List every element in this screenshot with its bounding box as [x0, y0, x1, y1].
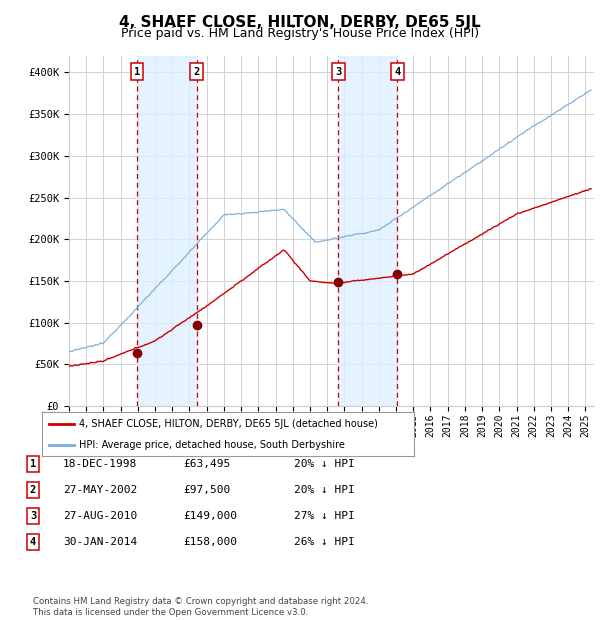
Text: 27-MAY-2002: 27-MAY-2002	[63, 485, 137, 495]
Text: £63,495: £63,495	[183, 459, 230, 469]
Text: Price paid vs. HM Land Registry's House Price Index (HPI): Price paid vs. HM Land Registry's House …	[121, 27, 479, 40]
Text: 20% ↓ HPI: 20% ↓ HPI	[294, 459, 355, 469]
Text: 4: 4	[30, 537, 36, 547]
Text: Contains HM Land Registry data © Crown copyright and database right 2024.
This d: Contains HM Land Registry data © Crown c…	[33, 598, 368, 617]
Text: 2: 2	[30, 485, 36, 495]
Text: 4: 4	[394, 66, 401, 76]
Text: 2: 2	[193, 66, 200, 76]
Text: 27-AUG-2010: 27-AUG-2010	[63, 511, 137, 521]
Text: 3: 3	[30, 511, 36, 521]
Text: 1: 1	[134, 66, 140, 76]
Text: £149,000: £149,000	[183, 511, 237, 521]
Text: 30-JAN-2014: 30-JAN-2014	[63, 537, 137, 547]
Text: 1: 1	[30, 459, 36, 469]
Bar	[338, 56, 397, 406]
Text: 20% ↓ HPI: 20% ↓ HPI	[294, 485, 355, 495]
Bar	[137, 56, 197, 406]
Text: HPI: Average price, detached house, South Derbyshire: HPI: Average price, detached house, Sout…	[79, 440, 345, 450]
Text: 26% ↓ HPI: 26% ↓ HPI	[294, 537, 355, 547]
Text: 18-DEC-1998: 18-DEC-1998	[63, 459, 137, 469]
Text: 3: 3	[335, 66, 341, 76]
Text: 4, SHAEF CLOSE, HILTON, DERBY, DE65 5JL (detached house): 4, SHAEF CLOSE, HILTON, DERBY, DE65 5JL …	[79, 420, 378, 430]
Text: £97,500: £97,500	[183, 485, 230, 495]
Text: 27% ↓ HPI: 27% ↓ HPI	[294, 511, 355, 521]
Text: 4, SHAEF CLOSE, HILTON, DERBY, DE65 5JL: 4, SHAEF CLOSE, HILTON, DERBY, DE65 5JL	[119, 15, 481, 30]
Text: £158,000: £158,000	[183, 537, 237, 547]
